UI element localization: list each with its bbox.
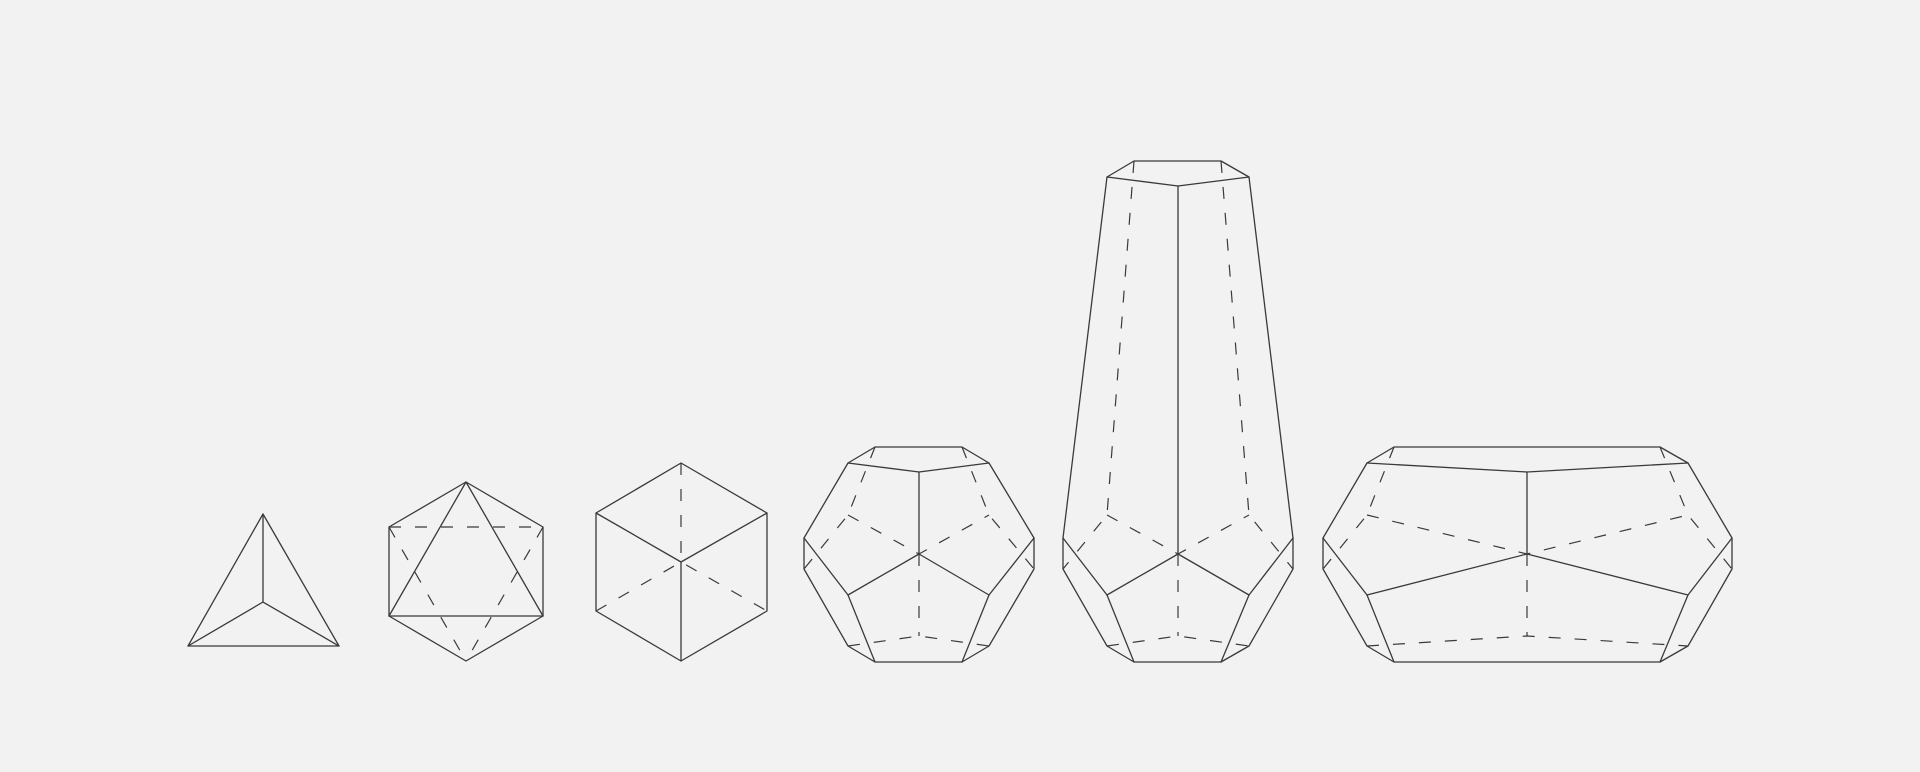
stretched-dodecahedron-horizontal [1322,446,1733,663]
cube [595,462,768,662]
tetrahedron [187,513,340,647]
stretched-dodecahedron-vertical [1062,160,1294,663]
dodecahedron [803,446,1035,663]
octahedron [388,481,544,662]
